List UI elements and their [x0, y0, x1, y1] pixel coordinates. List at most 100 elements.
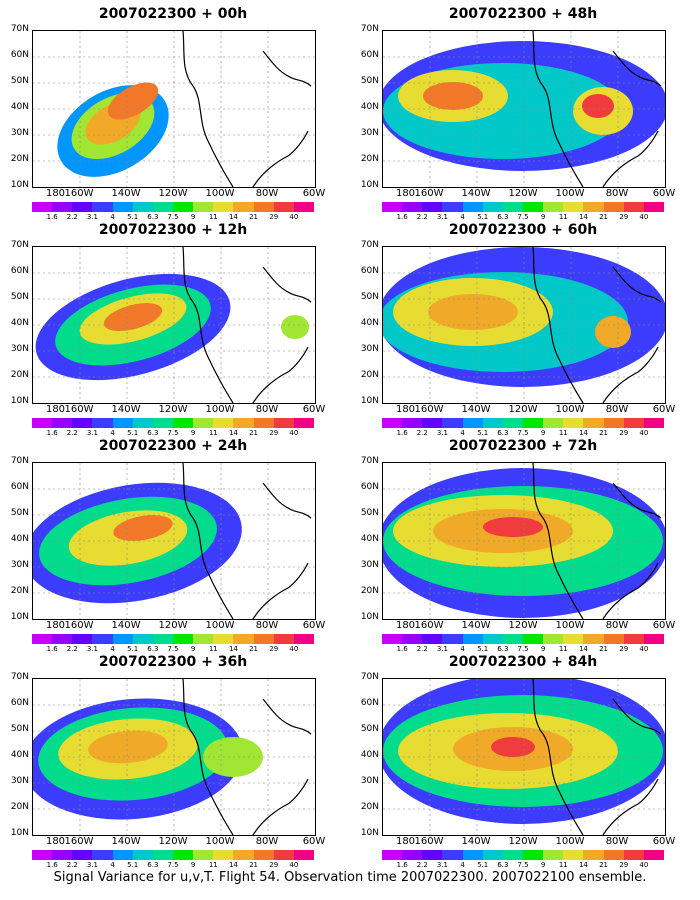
map-canvas — [33, 31, 315, 187]
colorbar — [32, 634, 314, 644]
latitude-tick-label: 70N — [360, 240, 379, 250]
colorbar-swatch — [92, 202, 113, 212]
colorbar-label: 3.1 — [86, 429, 98, 437]
colorbar-swatch — [603, 418, 624, 428]
coastline — [182, 247, 312, 403]
coastline — [532, 679, 662, 835]
panel-title: 2007022300 + 72h — [448, 438, 598, 454]
map-canvas — [383, 463, 665, 619]
longitude-tick-label: 60W — [652, 836, 676, 847]
colorbar-label: 1.6 — [396, 645, 408, 653]
longitude-tick-label: 180 — [395, 188, 416, 199]
latitude-tick-label: 60N — [360, 698, 379, 708]
colorbar-label: 3.1 — [436, 429, 448, 437]
colorbar-label: 4 — [110, 861, 115, 869]
map-canvas — [33, 463, 315, 619]
latitude-tick-label: 10N — [10, 180, 29, 190]
variance-contour — [491, 737, 535, 757]
latitude-tick-label: 30N — [360, 560, 379, 570]
variance-contour — [595, 316, 631, 348]
colorbar — [382, 850, 664, 860]
latitude-tick-label: 20N — [360, 370, 379, 380]
colorbar-swatch — [193, 634, 214, 644]
colorbar-label: 6.3 — [497, 213, 509, 221]
map-panel — [382, 678, 666, 836]
colorbar-label: 3.1 — [86, 645, 98, 653]
latitude-tick-label: 10N — [360, 828, 379, 838]
colorbar-swatch — [402, 418, 423, 428]
longitude-tick-label: 100W — [205, 836, 235, 847]
colorbar-label: 29 — [619, 429, 629, 437]
colorbar-swatch — [543, 202, 564, 212]
colorbar-swatch — [273, 634, 294, 644]
longitude-tick-label: 100W — [555, 404, 585, 415]
colorbar-label: 9 — [190, 429, 196, 437]
map-panel — [382, 462, 666, 620]
colorbar-swatch — [213, 202, 234, 212]
longitude-tick-label: 60W — [302, 404, 326, 415]
colorbar-label: 1.6 — [396, 861, 408, 869]
colorbar-swatch — [462, 634, 483, 644]
latitude-tick-label: 60N — [360, 50, 379, 60]
colorbar-swatch — [402, 634, 423, 644]
colorbar-label: 1.6 — [396, 429, 408, 437]
colorbar-swatch — [643, 418, 664, 428]
coastline — [532, 247, 662, 403]
map-canvas — [383, 679, 665, 835]
latitude-tick-label: 70N — [10, 456, 29, 466]
longitude-tick-label: 60W — [302, 620, 326, 631]
colorbar-swatch — [522, 202, 544, 212]
colorbar-swatch — [72, 634, 93, 644]
colorbar-swatch — [482, 418, 503, 428]
longitude-tick-label: 180 — [395, 404, 416, 415]
colorbar-swatch — [32, 634, 53, 644]
longitude-tick-label: 80W — [605, 836, 629, 847]
longitude-tick-label: 140W — [111, 404, 141, 415]
longitude-tick-label: 60W — [302, 188, 326, 199]
colorbar-swatch — [502, 202, 523, 212]
colorbar-label: 5.1 — [477, 861, 489, 869]
longitude-tick-label: 160W — [414, 620, 444, 631]
colorbar-swatch — [583, 418, 604, 428]
latitude-tick-label: 30N — [10, 128, 29, 138]
colorbar-swatch — [603, 202, 624, 212]
colorbar-swatch — [293, 634, 314, 644]
longitude-tick-label: 180 — [45, 188, 66, 199]
colorbar-label: 5.1 — [127, 213, 139, 221]
colorbar-label: 6.3 — [147, 861, 159, 869]
longitude-tick-label: 80W — [605, 188, 629, 199]
variance-contour — [483, 517, 543, 537]
colorbar-label: 1.6 — [396, 213, 408, 221]
colorbar-label: 29 — [619, 213, 629, 221]
colorbar-label: 14 — [228, 645, 238, 653]
longitude-tick-label: 80W — [605, 620, 629, 631]
latitude-tick-label: 50N — [360, 724, 379, 734]
colorbar-label: 40 — [639, 645, 649, 653]
colorbar-label: 6.3 — [147, 645, 159, 653]
coastline — [182, 31, 312, 187]
variance-contour — [281, 315, 309, 339]
colorbar-label: 7.5 — [517, 645, 529, 653]
colorbar-label: 40 — [289, 861, 299, 869]
colorbar-label: 2.2 — [416, 429, 428, 437]
colorbar-swatch — [402, 202, 423, 212]
colorbar-label: 3.1 — [86, 861, 98, 869]
longitude-tick-label: 80W — [605, 404, 629, 415]
map-panel — [32, 30, 316, 188]
colorbar-label: 14 — [578, 861, 588, 869]
latitude-tick-label: 30N — [360, 128, 379, 138]
colorbar-label: 9 — [540, 861, 546, 869]
colorbar-label: 4 — [110, 213, 115, 221]
colorbar-label: 6.3 — [497, 861, 509, 869]
colorbar-label: 11 — [208, 429, 218, 437]
colorbar-swatch — [132, 634, 153, 644]
latitude-tick-label: 70N — [10, 24, 29, 34]
colorbar-swatch — [543, 850, 564, 860]
colorbar-swatch — [522, 418, 544, 428]
colorbar-swatch — [422, 850, 443, 860]
longitude-tick-label: 160W — [414, 188, 444, 199]
map-panel — [32, 678, 316, 836]
longitude-tick-label: 180 — [395, 620, 416, 631]
colorbar-swatch — [253, 202, 274, 212]
colorbar-swatch — [442, 418, 463, 428]
